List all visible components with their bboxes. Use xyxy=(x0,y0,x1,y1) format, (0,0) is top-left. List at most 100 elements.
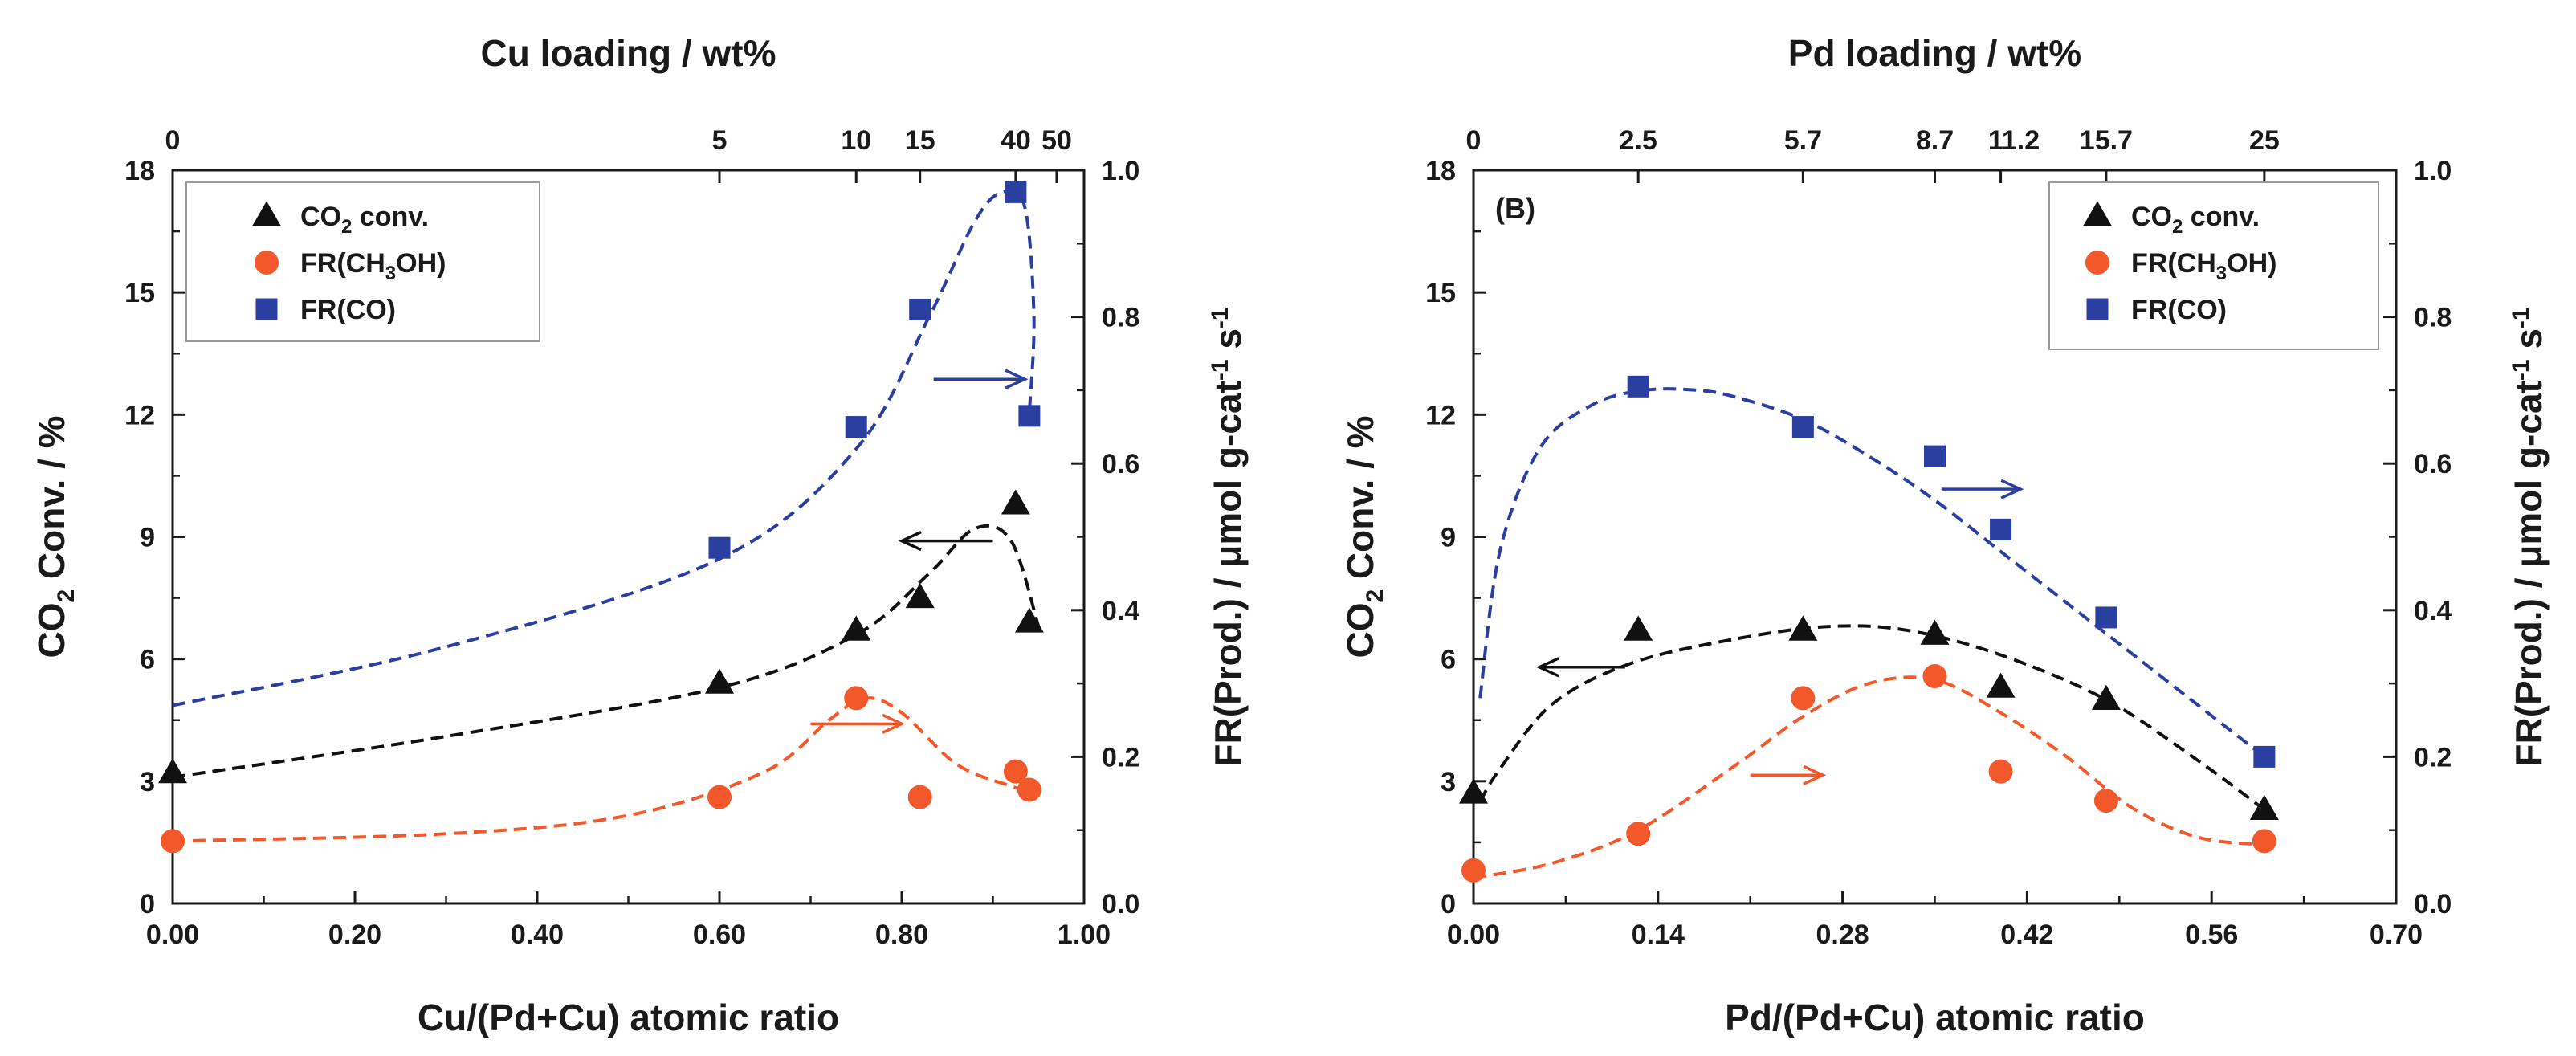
top-tick-label: 0 xyxy=(165,125,181,156)
y-right-tick-label: 0.8 xyxy=(2414,303,2452,333)
data-point-triangle xyxy=(905,582,935,609)
data-point-square xyxy=(2095,606,2117,629)
top-tick-label: 15 xyxy=(905,125,935,156)
fit-curve xyxy=(1473,675,2265,879)
x-axis-title: Cu/(Pd+Cu) atomic ratio xyxy=(418,997,839,1038)
top-tick-label: 11.2 xyxy=(1988,125,2040,156)
data-point-square xyxy=(2086,298,2109,320)
top-tick-label: 50 xyxy=(1041,125,1072,156)
x-axis-title: Pd/(Pd+Cu) atomic ratio xyxy=(1725,997,2145,1038)
data-point-triangle xyxy=(158,758,187,784)
top-tick-label: 8.7 xyxy=(1916,125,1954,156)
y-right-tick-label: 0.2 xyxy=(2414,742,2452,773)
top-tick-label: 5 xyxy=(712,125,728,156)
x-tick-label: 0.80 xyxy=(875,919,928,950)
data-point-circle xyxy=(2093,789,2118,813)
panel-b: 0.00 0.14 0.28 0.42 0.56 0.70 0 3 6 9 12 15 18 0.0 0.2… xyxy=(1339,32,2550,1038)
fit-curve xyxy=(172,696,1039,843)
y-left-tick-label: 9 xyxy=(140,523,155,553)
legend-label: CO2 conv. xyxy=(2131,202,2260,238)
data-point-triangle xyxy=(252,201,281,226)
legend-label: FR(CO) xyxy=(2131,295,2227,325)
data-point-circle xyxy=(1461,858,1486,883)
y-right-tick-label: 0.6 xyxy=(2414,449,2452,479)
direction-arrow-head xyxy=(898,530,922,552)
data-point-triangle xyxy=(1788,615,1818,641)
fit-curve xyxy=(1478,624,2266,811)
y-left-tick-label: 12 xyxy=(124,400,155,430)
top-axis-title: Cu loading / wt% xyxy=(481,32,776,74)
y-right-tick-label: 0.8 xyxy=(1102,303,1139,333)
y-right-tick-label: 1.0 xyxy=(2414,156,2452,186)
y-left-tick-label: 15 xyxy=(1425,278,1456,308)
x-tick-label: 0.40 xyxy=(511,919,564,950)
data-point-circle xyxy=(1922,663,1947,688)
data-point-circle xyxy=(1017,777,1041,802)
data-point-triangle xyxy=(705,668,734,694)
data-point-circle xyxy=(844,686,869,711)
x-tick-label: 0.70 xyxy=(2370,919,2423,950)
x-tick-label: 0.56 xyxy=(2185,919,2238,950)
y-left-tick-label: 15 xyxy=(124,278,155,308)
y-right-tick-label: 1.0 xyxy=(1102,156,1139,186)
x-tick-label: 1.00 xyxy=(1058,919,1111,950)
x-tick-label: 0.00 xyxy=(1447,919,1500,950)
data-point-circle xyxy=(2252,829,2276,854)
top-tick-label: 5.7 xyxy=(1784,125,1822,156)
y-right-axis-title: FR(Prod.) / μmol g-cat-1 s-1 xyxy=(1207,307,1249,766)
direction-arrow-head xyxy=(1005,369,1029,389)
y-left-tick-label: 3 xyxy=(1441,767,1456,797)
y-left-axis-title: CO2 Conv. / % xyxy=(31,415,79,658)
panel-label: (B) xyxy=(1495,192,1535,225)
y-right-tick-label: 0.0 xyxy=(1102,889,1139,919)
y-left-tick-label: 12 xyxy=(1425,400,1456,430)
fit-curve xyxy=(172,524,1041,779)
legend-label: FR(CH3OH) xyxy=(2131,248,2276,284)
top-tick-label: 25 xyxy=(2249,125,2280,156)
x-tick-label: 0.28 xyxy=(1816,919,1869,950)
direction-arrow-head xyxy=(1803,764,1827,785)
data-point-triangle xyxy=(1986,672,2016,698)
data-point-circle xyxy=(1626,822,1651,846)
direction-arrow-head xyxy=(1535,657,1559,678)
data-point-square xyxy=(255,298,278,320)
legend-label: FR(CO) xyxy=(300,295,396,325)
data-point-triangle xyxy=(2091,684,2121,710)
data-point-triangle xyxy=(1001,489,1030,515)
data-point-circle xyxy=(907,785,932,809)
data-point-triangle xyxy=(842,615,871,641)
data-point-square xyxy=(845,416,867,438)
top-tick-label: 15.7 xyxy=(2080,125,2133,156)
y-left-axis-title: CO2 Conv. / % xyxy=(1339,415,1388,658)
top-tick-label: 40 xyxy=(1001,125,1031,156)
y-left-tick-label: 0 xyxy=(1441,889,1456,919)
legend: CO2 conv. FR(CH3OH) FR(CO) xyxy=(185,181,540,342)
data-point-square xyxy=(909,298,931,320)
x-tick-label: 0.60 xyxy=(693,919,746,950)
x-tick-label: 0.20 xyxy=(328,919,381,950)
fit-curve xyxy=(172,189,1036,707)
data-point-square xyxy=(2253,745,2276,768)
y-right-tick-label: 0.2 xyxy=(1102,742,1139,773)
y-left-tick-label: 18 xyxy=(1425,156,1456,186)
data-point-square xyxy=(1005,181,1027,203)
data-point-square xyxy=(1990,518,2012,540)
direction-arrow-head xyxy=(2000,479,2024,499)
data-point-square xyxy=(1018,405,1041,427)
data-point-square xyxy=(1791,416,1814,438)
data-point-triangle xyxy=(1624,615,1653,641)
y-left-tick-label: 6 xyxy=(140,645,155,675)
data-point-triangle xyxy=(1459,778,1488,804)
data-point-triangle xyxy=(2249,794,2279,820)
data-point-circle xyxy=(707,785,732,809)
data-point-circle xyxy=(1988,759,2013,784)
data-point-circle xyxy=(1791,686,1816,711)
panel-a: 0.00 0.20 0.40 0.60 0.80 1.0003691215180.00.2… xyxy=(31,32,1249,1038)
data-point-circle xyxy=(161,829,185,854)
data-point-square xyxy=(708,536,731,559)
data-point-circle xyxy=(1003,759,1028,784)
direction-arrow-head xyxy=(882,713,906,734)
top-tick-label: 2.5 xyxy=(1620,125,1657,156)
top-tick-label: 0 xyxy=(1466,125,1482,156)
